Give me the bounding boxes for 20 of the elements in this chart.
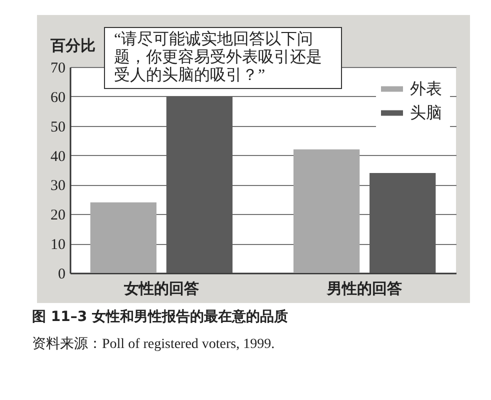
annotation: “请尽可能诚实地回答以下问题，你更容易受外表吸引还是受人的头脑的吸引？”	[104, 27, 342, 89]
y-axis-title: 百分比	[50, 38, 96, 54]
y-tick-label: 50	[50, 119, 66, 136]
bar	[90, 202, 156, 273]
bar	[293, 149, 360, 273]
x-tick-label: 男性的回答	[326, 280, 402, 298]
legend-label: 外表	[410, 80, 442, 98]
y-tick-label: 30	[50, 178, 66, 194]
text: 图 11–3 女性和男性报告的最在意的品质	[32, 308, 288, 326]
y-tick-label: 60	[50, 90, 66, 106]
bar	[370, 172, 436, 273]
y-tick-label: 70	[50, 60, 66, 76]
y-tick-label: 0	[58, 266, 66, 282]
legend-label: 头脑	[410, 104, 442, 122]
text: 资料来源：Poll of registered voters, 1999.	[32, 336, 276, 354]
y-tick-label: 20	[50, 208, 66, 224]
y-tick-label: 10	[50, 237, 66, 254]
x-tick-label: 女性的回答	[122, 280, 199, 298]
bar	[166, 96, 233, 273]
y-tick-label: 40	[50, 148, 66, 165]
